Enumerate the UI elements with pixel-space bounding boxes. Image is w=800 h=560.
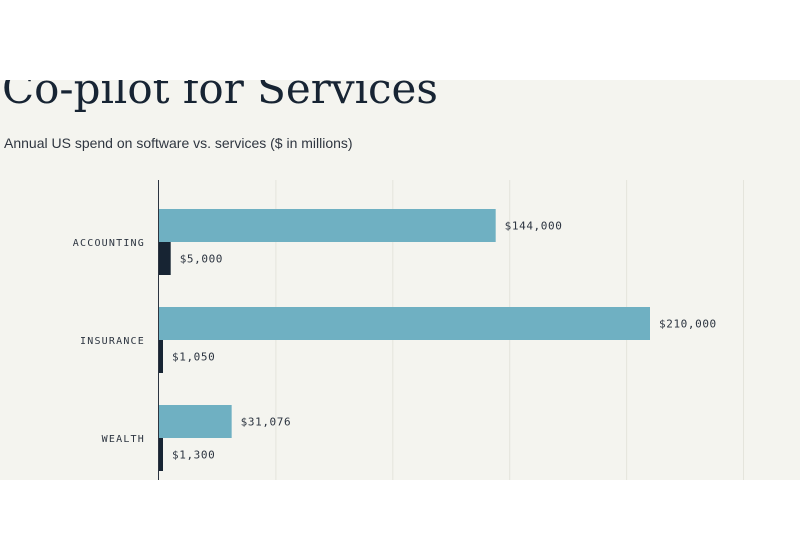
software-bar — [159, 242, 171, 275]
value-label: $210,000 — [659, 318, 717, 331]
software-bar — [159, 340, 163, 373]
bar-chart: ACCOUNTING $144,000 $5,000 INSURANCE $210,00… — [73, 180, 745, 480]
services-bar — [159, 209, 496, 242]
value-label: $5,000 — [180, 253, 223, 266]
chart-canvas: Co-pilot for Services Annual US spend on… — [0, 80, 800, 480]
value-label: $1,300 — [172, 449, 215, 462]
chart-title: Co-pilot for Services — [2, 80, 438, 113]
category-label: WEALTH — [102, 434, 145, 445]
category-label: ACCOUNTING — [73, 238, 145, 249]
value-label: $1,050 — [172, 351, 215, 364]
value-label: $31,076 — [241, 416, 292, 429]
services-bar — [159, 405, 232, 438]
value-label: $144,000 — [505, 220, 563, 233]
category-label: INSURANCE — [80, 336, 145, 347]
chart-subtitle: Annual US spend on software vs. services… — [4, 135, 353, 151]
services-bar — [159, 307, 650, 340]
software-bar — [159, 438, 163, 471]
